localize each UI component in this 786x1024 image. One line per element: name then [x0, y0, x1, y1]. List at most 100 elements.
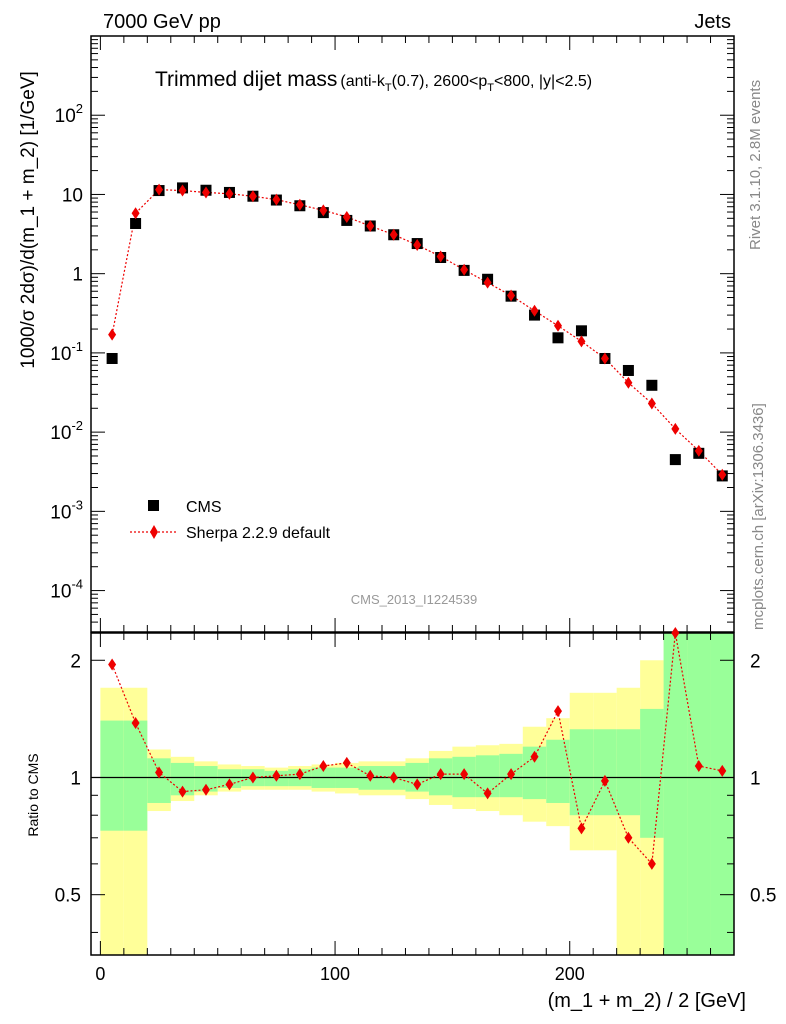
ratio-sherpa-point: [600, 774, 609, 787]
plot-title: Trimmed dijet mass (anti-kT(0.7), 2600<pT…: [155, 68, 592, 94]
ratio-sherpa-point: [342, 756, 351, 769]
sherpa-point: [624, 376, 633, 389]
legend: CMS Sherpa 2.2.9 default: [130, 499, 331, 542]
cms-point: [106, 352, 118, 364]
legend-cms-marker: [148, 500, 159, 511]
ratio-sherpa-point: [718, 764, 727, 777]
cms-point: [575, 325, 587, 337]
ratio-y-axis-label: Ratio to CMS: [25, 753, 41, 836]
title-sub-post: <800, |y|<2.5): [494, 73, 592, 90]
cms-point: [552, 332, 564, 344]
sherpa-point: [460, 263, 469, 276]
ratio-ytick-label-right: 2: [750, 651, 761, 672]
ratio-sherpa-point: [366, 769, 375, 782]
main-ytick-label: 10-3: [50, 497, 83, 523]
sherpa-point: [389, 228, 398, 241]
legend-sherpa-marker: [150, 525, 158, 539]
band-inner-2: [147, 758, 171, 803]
title-sub-mid: (0.7), 2600<p: [392, 73, 488, 90]
ratio-xtick-label: 200: [555, 964, 585, 984]
ratio-sherpa-point: [108, 658, 117, 671]
sherpa-point: [131, 207, 140, 220]
sherpa-point: [483, 276, 492, 289]
sherpa-point: [647, 397, 656, 410]
main-data-series: [106, 182, 728, 482]
x-axis-label: (m_1 + m_2) / 2 [GeV]: [548, 990, 746, 1012]
sherpa-point: [108, 328, 117, 341]
ratio-uncertainty-bands: [100, 633, 734, 955]
main-ytick-label: 10-1: [50, 339, 83, 365]
ratio-ytick-label-left: 0.5: [55, 886, 81, 907]
ratio-sherpa-point: [647, 857, 656, 870]
cms-point: [622, 364, 634, 376]
ratio-sherpa-point: [272, 769, 281, 782]
sherpa-point: [577, 335, 586, 348]
sherpa-point: [295, 198, 304, 211]
band-inner-19: [546, 739, 570, 803]
ratio-sherpa-point: [624, 831, 633, 844]
sherpa-point: [718, 468, 727, 481]
rivet-version-label: Rivet 3.1.10, 2.8M events: [747, 80, 764, 250]
ratio-sherpa-point: [319, 760, 328, 773]
cms-point: [130, 217, 142, 229]
main-panel-frame: [90, 35, 735, 633]
sherpa-point: [225, 187, 234, 200]
ratio-panel-frame: [90, 632, 735, 956]
ratio-sherpa-point: [436, 768, 445, 781]
sherpa-point: [155, 183, 164, 196]
band-inner-0: [100, 720, 124, 831]
band-inner-1: [123, 720, 148, 831]
band-inner-20: [569, 729, 594, 816]
header-process-label: Jets: [694, 11, 731, 33]
ratio-ytick-label-right: 1: [750, 768, 761, 789]
band-inner-24: [663, 633, 688, 955]
mcplots-label: mcplots.cern.ch [arXiv:1306.3436]: [750, 403, 767, 630]
sherpa-point: [413, 239, 422, 252]
sherpa-line: [111, 189, 723, 476]
analysis-watermark: CMS_2013_I1224539: [351, 592, 478, 607]
title-sub-pre: (anti-k: [340, 73, 385, 90]
band-outer-22: [616, 687, 641, 955]
title-sub-t1: T: [385, 82, 392, 94]
main-ytick-label: 10-4: [50, 577, 83, 603]
main-ytick-label: 102: [55, 101, 83, 127]
cms-point: [669, 454, 681, 466]
main-ytick-label: 1: [72, 265, 83, 286]
band-inner-18: [522, 746, 547, 800]
sherpa-point: [248, 190, 257, 203]
band-inner-4: [194, 766, 218, 792]
title-sub-t2: T: [487, 82, 494, 94]
sherpa-point: [366, 219, 375, 232]
sherpa-point: [436, 250, 445, 263]
ratio-sherpa-point: [295, 768, 304, 781]
sherpa-point: [342, 210, 351, 223]
legend-cms-label: CMS: [186, 499, 222, 516]
cms-point: [646, 379, 658, 391]
sherpa-point: [272, 193, 281, 206]
legend-sherpa-label: Sherpa 2.2.9 default: [186, 525, 331, 542]
ratio-xtick-label: 100: [320, 964, 350, 984]
ratio-sherpa-point: [553, 705, 562, 718]
main-ytick-label: 10-2: [50, 418, 83, 444]
sherpa-point: [694, 444, 703, 457]
band-inner-23: [640, 708, 664, 838]
ratio-sherpa-point: [389, 771, 398, 784]
ratio-sherpa-point: [694, 760, 703, 773]
band-inner-22: [616, 729, 641, 816]
ratio-sherpa-point: [131, 717, 140, 730]
ratio-sherpa-point: [248, 771, 257, 784]
band-inner-16: [475, 755, 500, 798]
title-main: Trimmed dijet mass: [155, 68, 337, 91]
ratio-sherpa-point: [507, 768, 516, 781]
ratio-sherpa-point: [201, 783, 210, 796]
sherpa-point: [600, 352, 609, 365]
sherpa-point: [553, 319, 562, 332]
ratio-ytick-label-left: 2: [70, 651, 81, 672]
ratio-sherpa-point: [460, 768, 469, 781]
ratio-ytick-label-left: 1: [70, 768, 81, 789]
sherpa-point: [319, 204, 328, 217]
ratio-ytick-label-right: 0.5: [750, 886, 776, 907]
main-ytick-label: 10: [62, 185, 83, 206]
ratio-sherpa-point: [413, 778, 422, 791]
